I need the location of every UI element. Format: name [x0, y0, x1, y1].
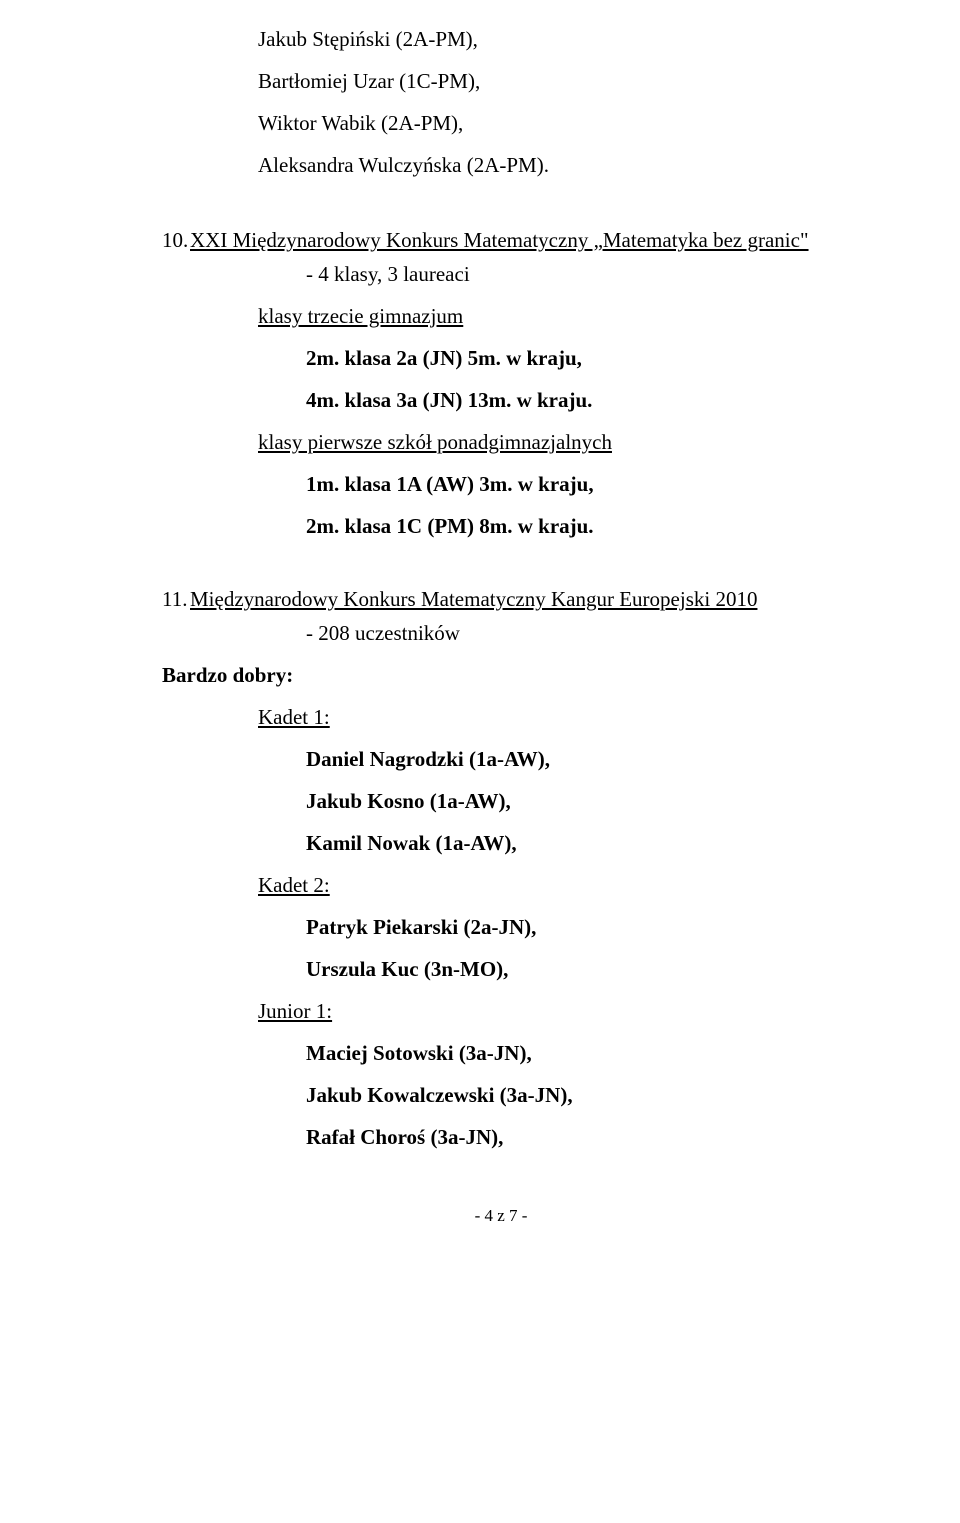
group-label: Junior 1: [162, 990, 840, 1032]
group-label: Kadet 2: [162, 864, 840, 906]
group-label-text: Kadet 1: [258, 705, 330, 729]
group-label: klasy pierwsze szkół ponadgimnazjalnych [162, 421, 840, 463]
result-line: 2m. klasa 1C (PM) 8m. w kraju. [162, 505, 840, 547]
result-line: Urszula Kuc (3n-MO), [162, 948, 840, 990]
group-label: Kadet 1: [162, 696, 840, 738]
rating-label: Bardzo dobry: [162, 654, 840, 696]
section-11-heading: 11. Międzynarodowy Konkurs Matematyczny … [162, 587, 840, 612]
result-line: 1m. klasa 1A (AW) 3m. w kraju, [162, 463, 840, 505]
name-line: Aleksandra Wulczyńska (2A-PM). [162, 144, 840, 186]
result-line: 2m. klasa 2a (JN) 5m. w kraju, [162, 337, 840, 379]
result-line: Daniel Nagrodzki (1a-AW), [162, 738, 840, 780]
result-line: Kamil Nowak (1a-AW), [162, 822, 840, 864]
name-line: Jakub Stępiński (2A-PM), [162, 18, 840, 60]
page: Jakub Stępiński (2A-PM), Bartłomiej Uzar… [0, 0, 960, 1256]
section-sub: - 4 klasy, 3 laureaci [162, 253, 840, 295]
group-label-text: Junior 1: [258, 999, 332, 1023]
group-label: klasy trzecie gimnazjum [162, 295, 840, 337]
result-line: Maciej Sotowski (3a-JN), [162, 1032, 840, 1074]
name-line: Bartłomiej Uzar (1C-PM), [162, 60, 840, 102]
section-10-heading: 10. XXI Międzynarodowy Konkurs Matematyc… [162, 228, 840, 253]
spacer [162, 547, 840, 587]
result-line: Jakub Kowalczewski (3a-JN), [162, 1074, 840, 1116]
section-number: 10. [162, 228, 190, 253]
group-label-text: Kadet 2: [258, 873, 330, 897]
result-line: Jakub Kosno (1a-AW), [162, 780, 840, 822]
name-line: Wiktor Wabik (2A-PM), [162, 102, 840, 144]
section-number: 11. [162, 587, 190, 612]
section-title: XXI Międzynarodowy Konkurs Matematyczny … [190, 228, 809, 253]
result-line: Patryk Piekarski (2a-JN), [162, 906, 840, 948]
section-sub: - 208 uczestników [162, 612, 840, 654]
spacer [162, 186, 840, 228]
result-line: Rafał Choroś (3a-JN), [162, 1116, 840, 1158]
group-label-text: klasy trzecie gimnazjum [258, 304, 463, 328]
page-footer: - 4 z 7 - [162, 1206, 840, 1226]
section-title: Międzynarodowy Konkurs Matematyczny Kang… [190, 587, 757, 612]
group-label-text: klasy pierwsze szkół ponadgimnazjalnych [258, 430, 612, 454]
result-line: 4m. klasa 3a (JN) 13m. w kraju. [162, 379, 840, 421]
